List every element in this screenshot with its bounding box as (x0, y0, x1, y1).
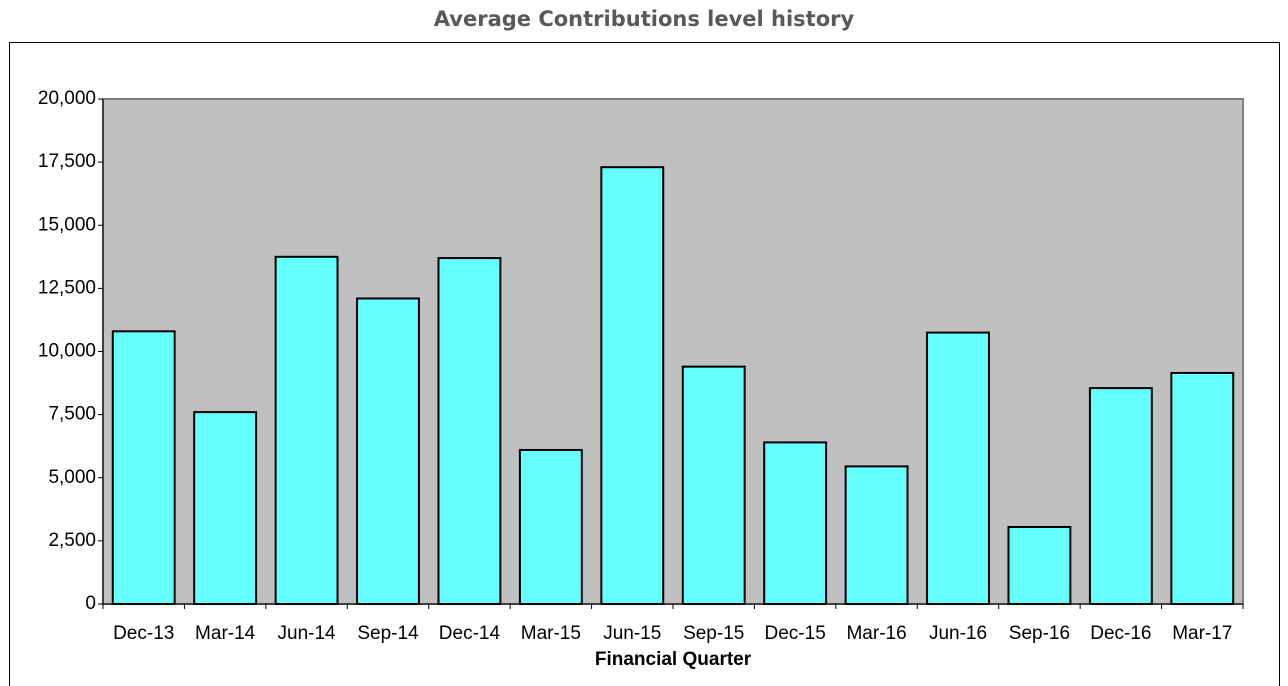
y-tick-label: 15,000 (38, 214, 96, 235)
bar (356, 297, 420, 605)
plot-area (102, 98, 1244, 605)
y-tick-label: 17,500 (38, 151, 96, 172)
bar (763, 441, 828, 605)
x-tick-label: Mar-17 (1172, 623, 1232, 644)
bar (600, 166, 665, 606)
bar (274, 255, 339, 605)
bar (1007, 525, 1072, 605)
x-axis-title: Financial Quarter (595, 649, 752, 670)
x-tick-label: Jun-16 (929, 623, 987, 644)
bar (518, 448, 583, 605)
y-tick-label: 2,500 (48, 530, 96, 551)
x-tick-label: Mar-14 (195, 623, 256, 644)
x-tick-label: Sep-15 (683, 623, 744, 644)
bar (193, 411, 258, 605)
x-tick-label: Dec-16 (1090, 623, 1151, 644)
bar (1170, 371, 1235, 605)
x-tick-label: Sep-14 (357, 623, 419, 644)
x-tick-label: Sep-16 (1009, 623, 1070, 644)
chart-title: Average Contributions level history (434, 7, 855, 31)
y-tick-label: 10,000 (38, 341, 96, 362)
y-tick-label: 20,000 (38, 88, 96, 109)
x-tick-label: Mar-15 (521, 623, 581, 644)
y-tick-label: 5,000 (48, 467, 96, 488)
x-tick-label: Dec-14 (439, 623, 501, 644)
bar (681, 365, 746, 605)
x-tick-label: Dec-13 (113, 623, 174, 644)
y-tick-label: 7,500 (48, 404, 96, 425)
x-tick-label: Dec-15 (765, 623, 826, 644)
bar (926, 331, 990, 605)
bar (1088, 387, 1153, 605)
x-tick-label: Mar-16 (846, 623, 906, 644)
x-tick-label: Jun-14 (278, 623, 337, 644)
y-tick-label: 12,500 (38, 277, 96, 298)
y-tick-label: 0 (85, 593, 96, 614)
bar (111, 330, 176, 605)
chart-frame (9, 42, 1280, 686)
bar (844, 465, 909, 606)
x-tick-label: Jun-15 (603, 623, 661, 644)
bar (437, 257, 502, 605)
